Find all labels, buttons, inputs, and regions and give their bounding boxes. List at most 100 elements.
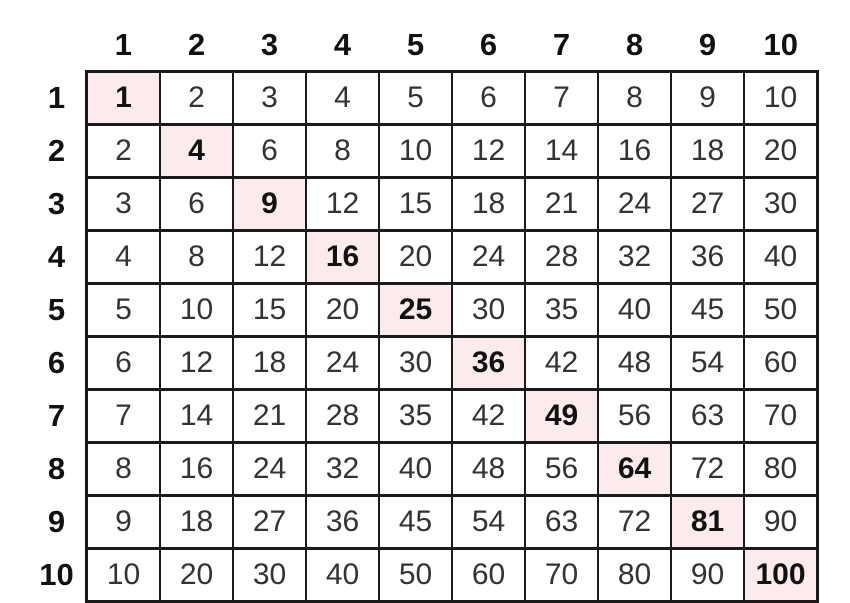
column-header-row: 1 2 3 4 5 6 7 8 9 10 <box>28 20 818 72</box>
row-header: 5 <box>28 283 87 337</box>
table-cell: 20 <box>159 547 234 603</box>
multiplication-table-board: 1 2 3 4 5 6 7 8 9 10 1 1 2 3 4 5 6 7 8 9 10 2 2 4 6 8 10 12 14 16 18 2… <box>28 20 819 603</box>
table-cell: 10 <box>743 70 819 126</box>
table-cell: 12 <box>451 123 526 179</box>
row-header: 1 <box>28 71 87 125</box>
table-cell: 2 <box>85 123 161 179</box>
table-cell: 20 <box>378 229 453 285</box>
table-cell: 28 <box>305 388 380 444</box>
table-row: 9 9 18 27 36 45 54 63 72 81 90 <box>28 494 819 550</box>
table-cell-highlighted: 81 <box>670 494 745 550</box>
table-row: 10 10 20 30 40 50 60 70 80 90 100 <box>28 547 819 603</box>
table-cell: 18 <box>451 176 526 232</box>
table-cell: 18 <box>670 123 745 179</box>
table-cell: 80 <box>743 441 819 497</box>
table-cell: 18 <box>159 494 234 550</box>
table-body: 1 1 2 3 4 5 6 7 8 9 10 2 2 4 6 8 10 12 14 16 18 20 3 3 6 9 12 15 18 2… <box>28 70 819 603</box>
table-cell: 50 <box>743 282 819 338</box>
table-cell: 8 <box>159 229 234 285</box>
table-cell-highlighted: 49 <box>524 388 599 444</box>
table-row: 5 5 10 15 20 25 30 35 40 45 50 <box>28 282 819 338</box>
table-cell: 3 <box>85 176 161 232</box>
table-row: 1 1 2 3 4 5 6 7 8 9 10 <box>28 70 819 126</box>
table-cell: 7 <box>524 70 599 126</box>
table-cell-highlighted: 4 <box>159 123 234 179</box>
table-cell: 2 <box>159 70 234 126</box>
table-cell: 9 <box>670 70 745 126</box>
table-cell: 40 <box>378 441 453 497</box>
table-cell: 24 <box>232 441 307 497</box>
table-row: 2 2 4 6 8 10 12 14 16 18 20 <box>28 123 819 179</box>
table-cell: 6 <box>159 176 234 232</box>
row-header: 2 <box>28 124 87 178</box>
table-cell: 48 <box>597 335 672 391</box>
table-cell: 27 <box>670 176 745 232</box>
column-header: 2 <box>160 20 233 72</box>
table-cell-highlighted: 1 <box>85 70 161 126</box>
table-cell: 35 <box>378 388 453 444</box>
row-header: 10 <box>28 548 87 602</box>
table-cell: 30 <box>378 335 453 391</box>
row-header: 7 <box>28 389 87 443</box>
table-cell: 80 <box>597 547 672 603</box>
table-cell: 54 <box>451 494 526 550</box>
table-cell: 4 <box>85 229 161 285</box>
table-cell: 36 <box>670 229 745 285</box>
table-cell: 32 <box>597 229 672 285</box>
column-header: 8 <box>598 20 671 72</box>
table-cell: 24 <box>305 335 380 391</box>
table-cell: 7 <box>85 388 161 444</box>
table-cell-highlighted: 25 <box>378 282 453 338</box>
table-cell: 5 <box>85 282 161 338</box>
table-cell: 35 <box>524 282 599 338</box>
table-cell-highlighted: 64 <box>597 441 672 497</box>
column-header: 6 <box>452 20 525 72</box>
corner-spacer <box>28 20 87 72</box>
multiplication-table: 1 2 3 4 5 6 7 8 9 10 1 1 2 3 4 5 6 7 8 9 10 2 2 4 6 8 10 12 14 16 18 2… <box>28 20 819 603</box>
table-cell: 8 <box>85 441 161 497</box>
table-cell: 36 <box>305 494 380 550</box>
table-row: 7 7 14 21 28 35 42 49 56 63 70 <box>28 388 819 444</box>
row-header: 6 <box>28 336 87 390</box>
table-cell: 72 <box>597 494 672 550</box>
table-cell: 20 <box>305 282 380 338</box>
table-cell: 40 <box>597 282 672 338</box>
table-cell: 70 <box>743 388 819 444</box>
table-cell: 63 <box>670 388 745 444</box>
table-cell-highlighted: 36 <box>451 335 526 391</box>
table-cell: 18 <box>232 335 307 391</box>
table-cell: 12 <box>232 229 307 285</box>
table-cell: 10 <box>378 123 453 179</box>
table-cell: 40 <box>305 547 380 603</box>
table-cell: 40 <box>743 229 819 285</box>
table-cell: 21 <box>232 388 307 444</box>
table-cell-highlighted: 100 <box>743 547 819 603</box>
table-cell: 60 <box>743 335 819 391</box>
table-cell-highlighted: 9 <box>232 176 307 232</box>
table-cell: 60 <box>451 547 526 603</box>
column-header: 3 <box>233 20 306 72</box>
table-cell: 15 <box>232 282 307 338</box>
table-cell: 27 <box>232 494 307 550</box>
table-cell: 8 <box>597 70 672 126</box>
table-row: 6 6 12 18 24 30 36 42 48 54 60 <box>28 335 819 391</box>
table-cell: 50 <box>378 547 453 603</box>
table-row: 4 4 8 12 16 20 24 28 32 36 40 <box>28 229 819 285</box>
table-cell: 28 <box>524 229 599 285</box>
table-cell: 42 <box>524 335 599 391</box>
column-header: 4 <box>306 20 379 72</box>
row-header: 9 <box>28 495 87 549</box>
row-header: 8 <box>28 442 87 496</box>
table-cell: 20 <box>743 123 819 179</box>
table-cell: 21 <box>524 176 599 232</box>
table-cell: 56 <box>524 441 599 497</box>
table-cell: 5 <box>378 70 453 126</box>
column-header: 7 <box>525 20 598 72</box>
table-cell: 9 <box>85 494 161 550</box>
table-cell: 30 <box>743 176 819 232</box>
table-cell: 70 <box>524 547 599 603</box>
table-row: 3 3 6 9 12 15 18 21 24 27 30 <box>28 176 819 232</box>
row-header: 4 <box>28 230 87 284</box>
row-header: 3 <box>28 177 87 231</box>
table-header-row: 1 2 3 4 5 6 7 8 9 10 <box>28 20 818 72</box>
